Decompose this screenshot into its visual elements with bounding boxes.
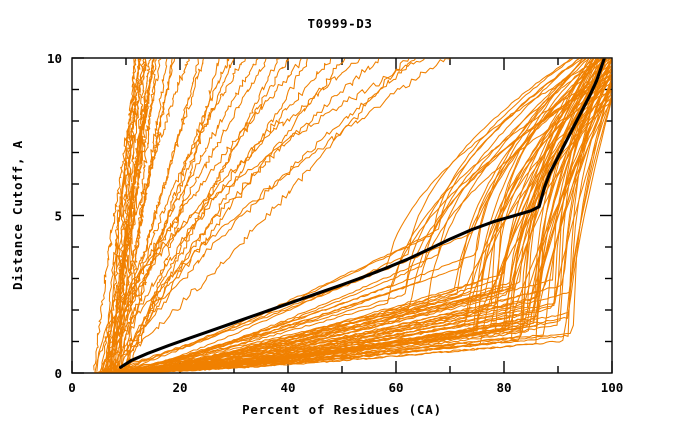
ensemble-curve bbox=[121, 58, 290, 373]
ensemble-curve bbox=[101, 58, 451, 371]
ensemble-curve bbox=[94, 58, 602, 373]
y-tick-label-0: 0 bbox=[54, 366, 62, 381]
y-tick-label-10: 10 bbox=[47, 51, 62, 66]
ensemble-curve bbox=[112, 58, 152, 373]
ensemble-curve bbox=[123, 84, 612, 373]
ensemble-curve bbox=[102, 58, 308, 373]
ensemble-curve bbox=[117, 75, 612, 373]
ensemble-curve bbox=[140, 65, 612, 373]
ensemble-curve bbox=[125, 58, 605, 373]
series-ensemble-predictions bbox=[93, 58, 612, 373]
x-tick-label-0: 0 bbox=[68, 380, 76, 395]
ensemble-curve bbox=[129, 58, 598, 373]
x-axis-label: Percent of Residues (CA) bbox=[242, 402, 442, 417]
ensemble-curve bbox=[111, 58, 346, 373]
page-title: T0999-D3 bbox=[307, 16, 372, 31]
ensemble-curve bbox=[122, 58, 220, 373]
ensemble-curve bbox=[94, 58, 302, 373]
x-tick-label-80: 80 bbox=[496, 380, 511, 395]
ensemble-curve bbox=[134, 74, 612, 373]
ensemble-curve bbox=[102, 58, 580, 373]
y-axis-ticks-right bbox=[600, 88, 612, 343]
ensemble-curve bbox=[103, 74, 612, 373]
ensemble-curve bbox=[135, 58, 592, 373]
ensemble-curve bbox=[105, 58, 332, 373]
x-tick-label-100: 100 bbox=[601, 380, 624, 395]
y-tick-label-5: 5 bbox=[54, 209, 62, 224]
ensemble-curve bbox=[115, 58, 586, 373]
ensemble-curve bbox=[102, 58, 267, 373]
x-tick-label-40: 40 bbox=[280, 380, 295, 395]
y-axis-label: Distance Cutoff, A bbox=[10, 140, 25, 290]
x-tick-label-20: 20 bbox=[172, 380, 187, 395]
ensemble-curve bbox=[120, 58, 280, 373]
ensemble-curve bbox=[133, 58, 607, 373]
ensemble-curve bbox=[111, 58, 574, 373]
x-tick-label-60: 60 bbox=[388, 380, 403, 395]
ensemble-curve bbox=[102, 58, 259, 373]
ensemble-curve bbox=[104, 58, 410, 373]
ensemble-curve bbox=[121, 58, 246, 372]
ensemble-curve bbox=[103, 58, 361, 373]
ensemble-curve bbox=[134, 58, 604, 373]
ensemble-curve bbox=[107, 58, 584, 373]
ensemble-curve bbox=[115, 58, 235, 373]
ensemble-curve bbox=[118, 58, 155, 373]
y-axis-ticks bbox=[72, 57, 84, 374]
ensemble-curve bbox=[107, 58, 137, 373]
ensemble-curve bbox=[110, 58, 155, 373]
series-reference-model bbox=[119, 58, 606, 369]
ensemble-curve bbox=[101, 58, 190, 371]
ensemble-curve bbox=[97, 68, 612, 373]
ensemble-curve bbox=[119, 58, 416, 373]
y-tick-labels: 0 5 10 bbox=[47, 51, 62, 381]
ensemble-curve bbox=[96, 58, 426, 372]
series-layer bbox=[93, 58, 612, 373]
x-tick-labels: 0 20 40 60 80 100 bbox=[68, 380, 623, 395]
